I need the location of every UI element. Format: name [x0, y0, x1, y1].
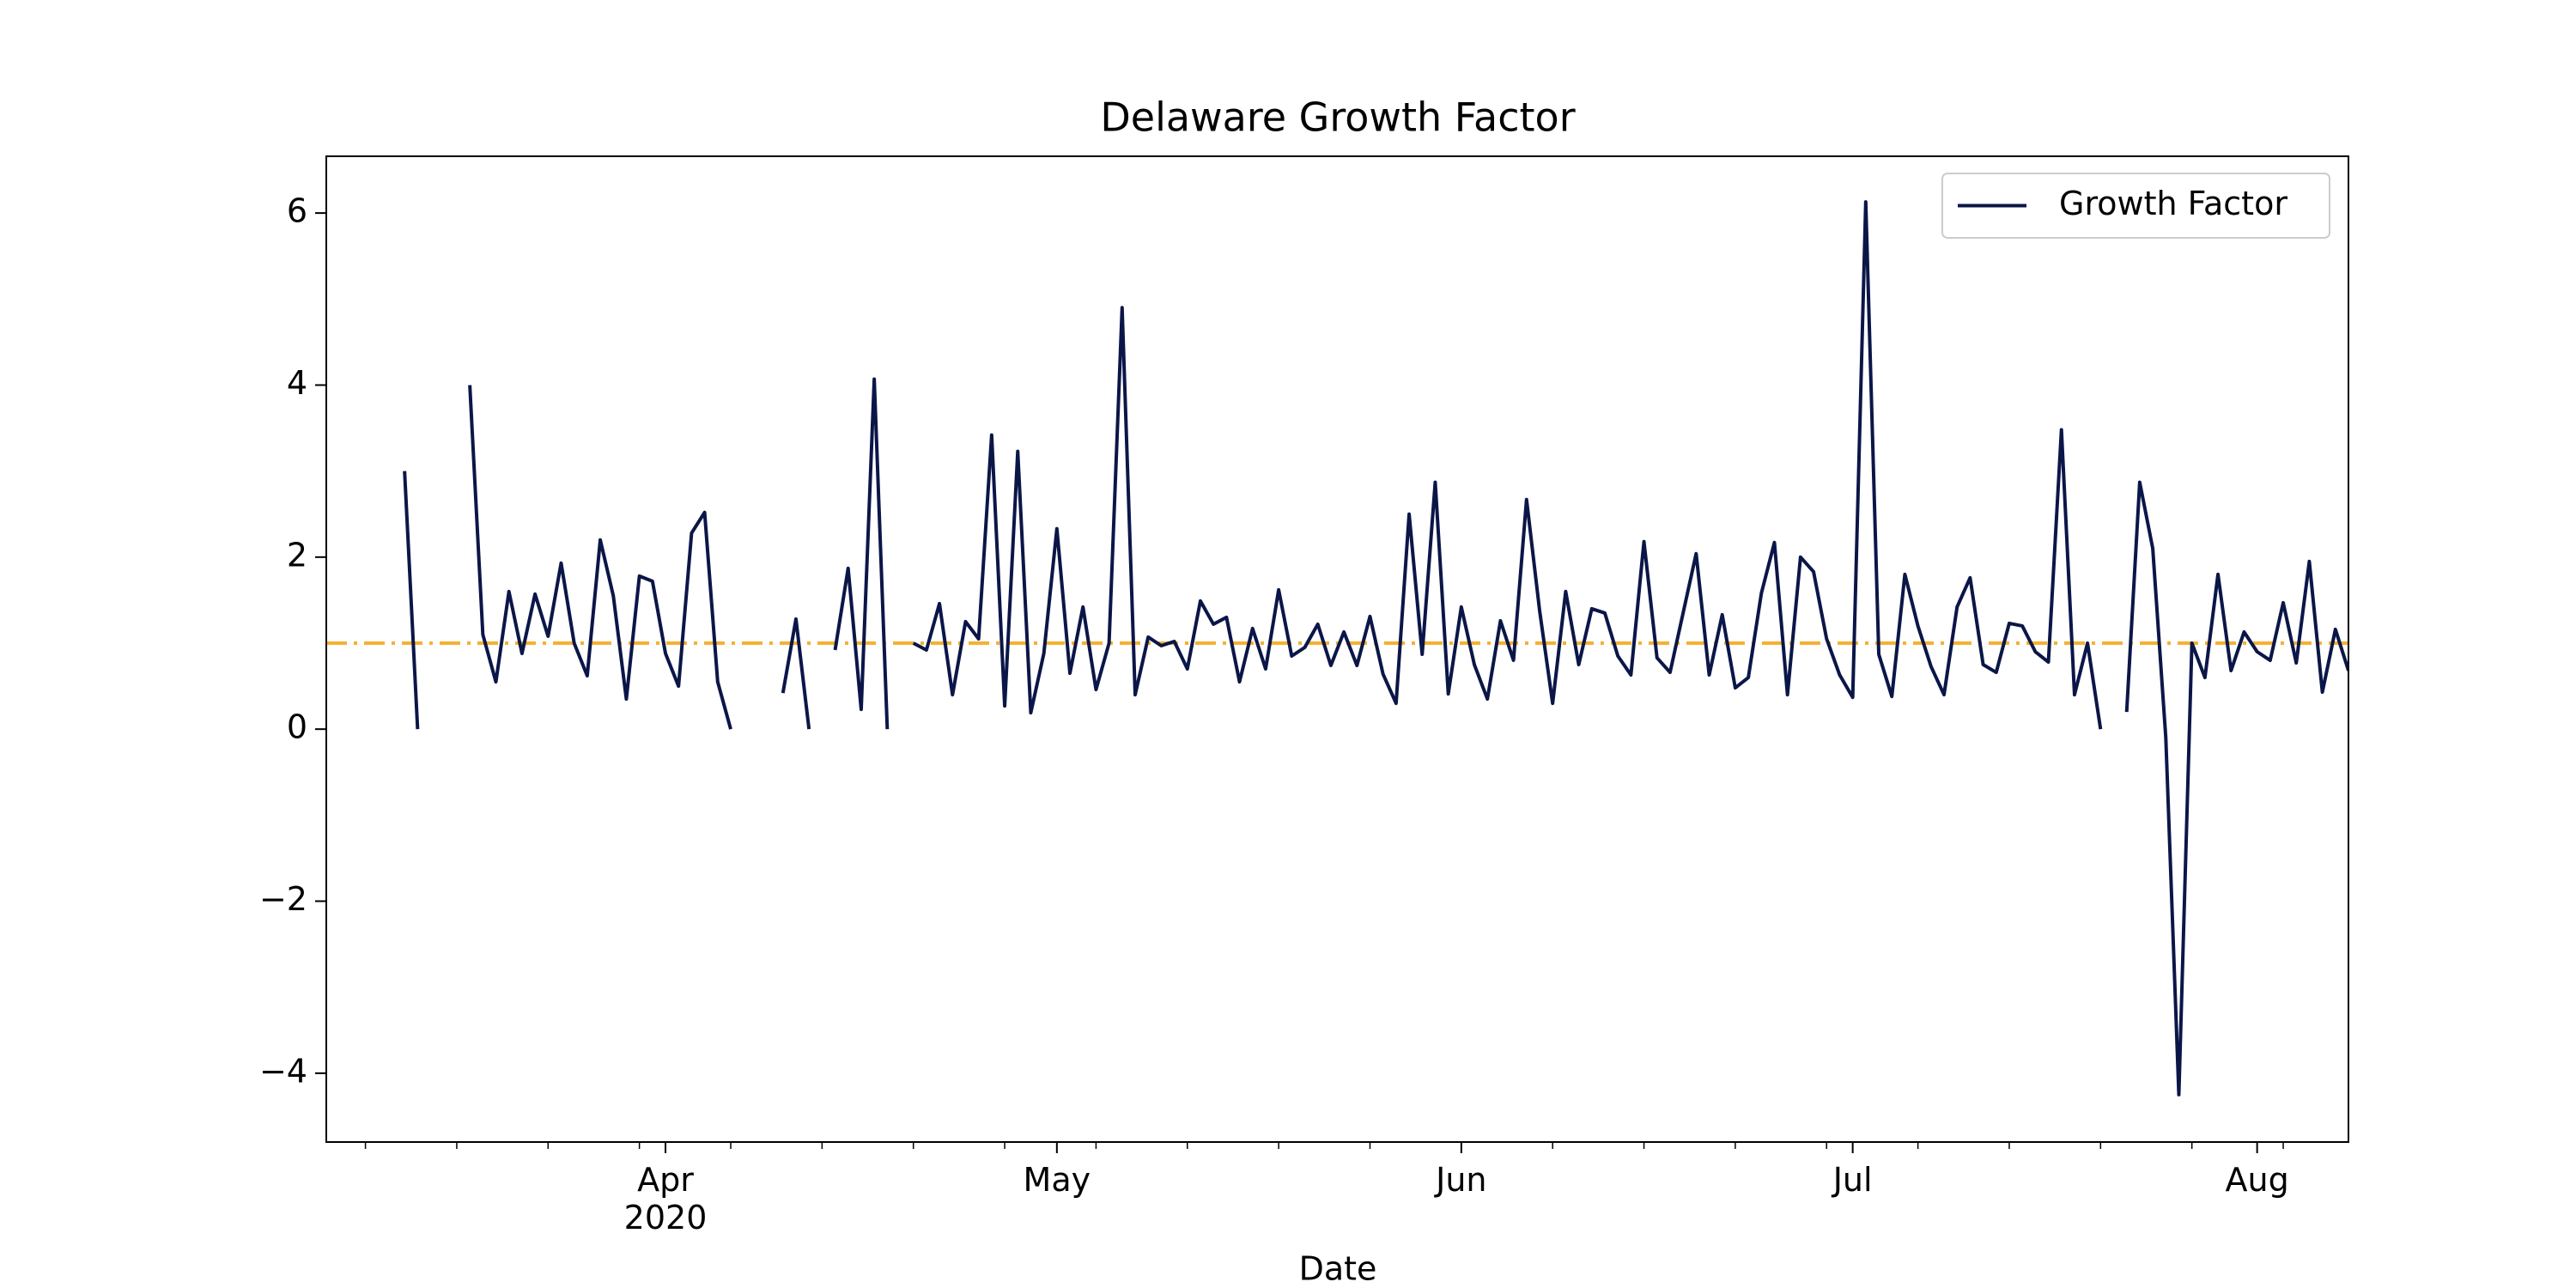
y-tick-label: −2 [259, 880, 307, 918]
plot-frame [325, 155, 2349, 1143]
legend-box [1941, 173, 2330, 239]
y-tick-label: 2 [287, 536, 307, 574]
y-tick-label: 0 [287, 708, 307, 746]
y-tick-label: 6 [287, 192, 307, 230]
y-tick-label: 4 [287, 364, 307, 402]
y-tick-label: −4 [259, 1052, 307, 1090]
legend-label: Growth Factor [2059, 185, 2287, 222]
x-tick-label: Jun [1436, 1161, 1487, 1199]
x-tick-label: Jul [1832, 1161, 1873, 1199]
x-axis-label: Date [1299, 1250, 1377, 1288]
x-tick-label: Apr 2020 [623, 1161, 708, 1236]
x-tick-label: May [1023, 1161, 1091, 1199]
chart-title: Delaware Growth Factor [1100, 94, 1575, 141]
plot-area [403, 200, 2348, 1097]
x-tick-label: Aug [2225, 1161, 2289, 1199]
data-line [403, 200, 2348, 1097]
